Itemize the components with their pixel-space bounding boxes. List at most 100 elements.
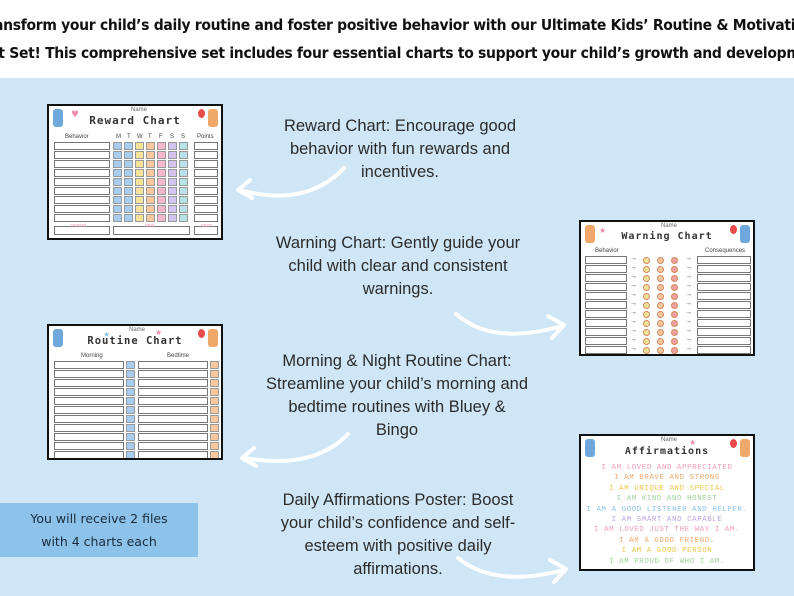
- warning-dot: [657, 275, 664, 282]
- warning-dot: [671, 329, 678, 336]
- day-cell: [135, 178, 144, 186]
- affirmation-line: I am unique and special: [609, 484, 725, 493]
- morning-cell: [54, 451, 124, 458]
- affirmation-line: I am brave and strong: [614, 474, 720, 483]
- morning-cell: [54, 370, 124, 378]
- behavior-cell: [54, 178, 110, 186]
- bedtime-cell: [138, 406, 208, 414]
- morning-check: [126, 424, 135, 432]
- day-cell: [179, 160, 188, 168]
- behavior-cell: [585, 283, 627, 291]
- day-cell: [113, 178, 122, 186]
- bedtime-cell: [138, 361, 208, 369]
- day-cell: [157, 214, 166, 222]
- bingo-icon: [740, 225, 750, 243]
- day-cell: [135, 196, 144, 204]
- day-f: F: [159, 134, 163, 140]
- arrow-icon: →: [630, 264, 637, 271]
- arrow-icon: →: [630, 336, 637, 343]
- points-cell: [194, 187, 218, 195]
- balloon-icon: [730, 225, 737, 234]
- day-cell: [168, 151, 177, 159]
- morning-check: [126, 433, 135, 441]
- bedtime-cell: [138, 388, 208, 396]
- desc-line: your child’s confidence and self-: [280, 514, 516, 532]
- warning-dot: [643, 266, 650, 273]
- card-title: Warning Chart: [621, 231, 713, 242]
- arrow-icon: →: [685, 300, 692, 307]
- warning-dot: [643, 338, 650, 345]
- morning-check: [126, 361, 135, 369]
- behavior-cell: [54, 196, 110, 204]
- balloon-icon: [198, 329, 205, 338]
- consequences-header: Consequences: [705, 248, 746, 254]
- day-cell: [179, 178, 188, 186]
- warning-dot: [657, 302, 664, 309]
- warning-dot: [671, 311, 678, 318]
- card-title: Affirmations: [624, 446, 710, 457]
- morning-cell: [54, 424, 124, 432]
- star-icon: ★: [689, 438, 697, 447]
- consequence-cell: [697, 346, 751, 354]
- bedtime-check: [210, 415, 219, 423]
- points-cell: [194, 196, 218, 204]
- day-w: W: [137, 134, 143, 140]
- bedtime-cell: [138, 451, 208, 458]
- warning-dot: [643, 275, 650, 282]
- morning-cell: [54, 388, 124, 396]
- behavior-header: Behavior: [595, 248, 619, 254]
- bedtime-check: [210, 370, 219, 378]
- reward-box: [54, 226, 110, 235]
- day-cell: [124, 160, 133, 168]
- day-cell: [146, 142, 155, 150]
- morning-cell: [54, 433, 124, 441]
- morning-check: [126, 415, 135, 423]
- routine-chart-card: ★ ★ Name Routine Chart Morning Bedtime: [47, 324, 223, 460]
- warning-dot: [671, 266, 678, 273]
- desc-line: Morning & Night Routine Chart:: [282, 352, 512, 370]
- affirmation-line: I am loved just the way I am.: [593, 526, 741, 535]
- behavior-cell: [585, 319, 627, 327]
- points-cell: [194, 169, 218, 177]
- arrow-icon: →: [630, 300, 637, 307]
- banner-line-2: Chart Set! This comprehensive set includ…: [0, 44, 794, 62]
- bedtime-check: [210, 397, 219, 405]
- desc-line: Bingo: [375, 421, 419, 439]
- day-cell: [135, 142, 144, 150]
- arrow-icon: →: [685, 264, 692, 271]
- consequence-cell: [697, 301, 751, 309]
- warning-dot: [671, 302, 678, 309]
- morning-cell: [54, 397, 124, 405]
- arrow-icon: →: [630, 318, 637, 325]
- day-cell: [157, 205, 166, 213]
- warning-dot: [643, 293, 650, 300]
- warning-dot: [643, 329, 650, 336]
- morning-cell: [54, 379, 124, 387]
- day-cell: [168, 169, 177, 177]
- warning-dot: [671, 320, 678, 327]
- affirmations-card: ★ Name Affirmations I am loved and appre…: [579, 434, 755, 571]
- files-info-box: You will receive 2 files with 4 charts e…: [0, 503, 198, 557]
- warning-dot: [657, 320, 664, 327]
- consequence-cell: [697, 328, 751, 336]
- day-cell: [135, 169, 144, 177]
- bedtime-check: [210, 379, 219, 387]
- arrow-icon: →: [685, 282, 692, 289]
- day-cell: [168, 205, 177, 213]
- morning-cell: [54, 406, 124, 414]
- desc-line: Streamline your child’s morning and: [266, 375, 528, 393]
- star-icon: ★: [599, 226, 607, 235]
- desc-line: Reward Chart: Encourage good: [283, 117, 517, 135]
- warning-dot: [643, 311, 650, 318]
- day-m: M: [116, 134, 121, 140]
- day-cell: [157, 169, 166, 177]
- routine-description: Morning & Night Routine Chart: Streamlin…: [250, 350, 544, 442]
- day-cell: [179, 205, 188, 213]
- behavior-cell: [54, 187, 110, 195]
- day-cell: [146, 169, 155, 177]
- day-cell: [124, 214, 133, 222]
- day-cell: [157, 196, 166, 204]
- affirmation-line: I am a good friend.: [619, 536, 715, 545]
- day-cell: [146, 205, 155, 213]
- desc-line: affirmations.: [353, 560, 443, 578]
